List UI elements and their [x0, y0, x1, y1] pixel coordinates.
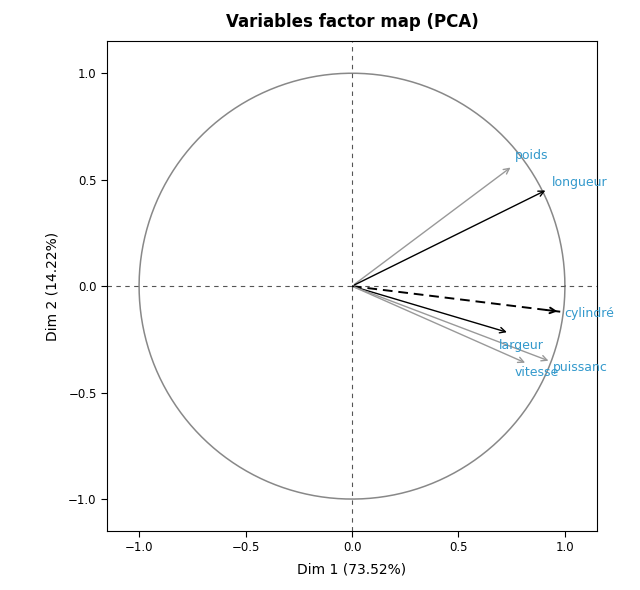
Text: poids: poids [515, 149, 548, 162]
Text: largeur: largeur [499, 339, 544, 352]
Title: Variables factor map (PCA): Variables factor map (PCA) [226, 14, 478, 31]
Text: longueur: longueur [552, 176, 608, 189]
Text: cylindré: cylindré [564, 307, 614, 320]
X-axis label: Dim 1 (73.52%): Dim 1 (73.52%) [298, 563, 406, 577]
Y-axis label: Dim 2 (14.22%): Dim 2 (14.22%) [46, 232, 60, 340]
Text: puissanc: puissanc [553, 360, 608, 373]
Text: vitesse: vitesse [515, 366, 559, 379]
